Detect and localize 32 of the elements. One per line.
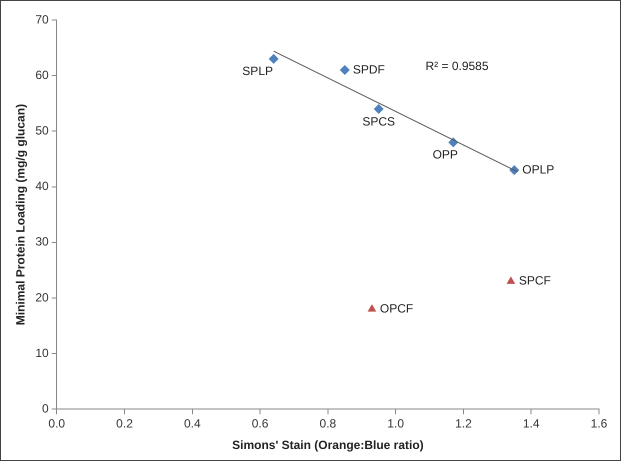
annotation: SPCF — [518, 274, 551, 288]
annotation: OPLP — [522, 162, 554, 176]
x-tick-label: 0.0 — [48, 416, 66, 431]
x-tick-label: 0.2 — [116, 416, 134, 431]
y-tick-label: 40 — [35, 179, 50, 194]
annotation: OPCF — [380, 301, 414, 316]
x-tick-label: 0.4 — [184, 416, 201, 431]
annotation: SPDF — [352, 62, 385, 76]
annotation: SPLP — [242, 64, 273, 78]
x-tick-label: 1.4 — [522, 416, 540, 431]
y-tick-label: 30 — [35, 234, 50, 249]
point — [368, 304, 376, 312]
y-tick-label: 60 — [35, 68, 50, 82]
y-tick-label: 70 — [35, 12, 50, 26]
x-tick-label: 1.0 — [387, 416, 404, 431]
x-axis-title: Simons' Stain (Orange:Blue ratio) — [232, 438, 424, 452]
point — [506, 276, 516, 284]
x-tick-label: 0.6 — [252, 416, 269, 431]
x-tick-label: 0.8 — [320, 416, 337, 431]
y-axis-title: Minimal Protein Loading (mg/g glucan) — [14, 104, 28, 326]
point — [374, 104, 384, 114]
y-tick-label: 10 — [35, 346, 50, 360]
annotation: R² = 0.9585 — [425, 59, 489, 74]
y-tick-label: 20 — [35, 290, 50, 304]
x-tick-label: 1.2 — [455, 416, 472, 431]
point — [268, 54, 279, 64]
x-tick-label: 1.6 — [590, 416, 608, 431]
annotation: OPP — [432, 148, 458, 162]
annotation: SPCS — [362, 114, 396, 128]
point — [340, 65, 350, 76]
y-tick-label: 0 — [42, 402, 50, 416]
y-tick-label: 50 — [35, 124, 50, 138]
